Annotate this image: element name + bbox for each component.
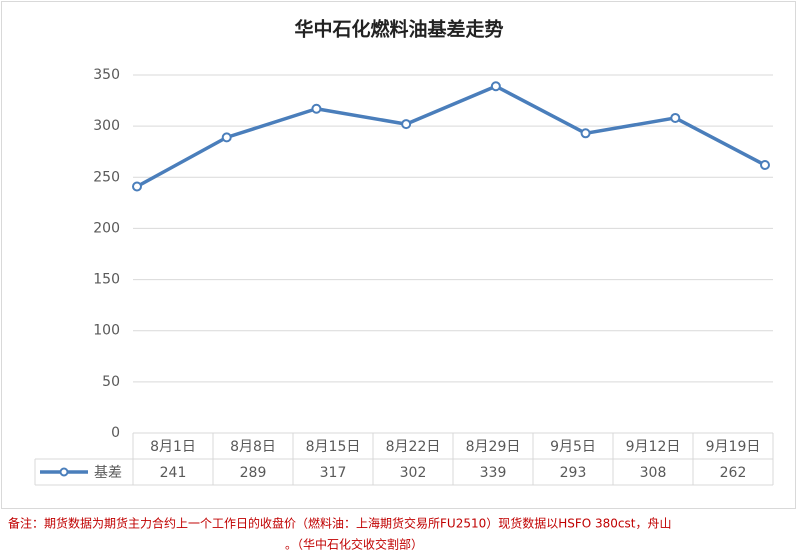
table-value: 241: [160, 465, 187, 481]
x-tick-label: 9月19日: [706, 439, 761, 455]
table-value: 289: [240, 465, 267, 481]
footnote: 备注：期货数据为期货主力合约上一个工作日的收盘价（燃料油：上海期货交易所FU25…: [8, 516, 672, 531]
data-point: [670, 112, 681, 123]
legend-label: 基差: [94, 464, 122, 481]
footnote: 。（华中石化交收交割部）: [285, 537, 423, 552]
data-point: [490, 81, 501, 92]
x-tick-label: 8月29日: [466, 439, 521, 455]
table-value: 262: [720, 465, 747, 481]
chart-border: [1, 1, 796, 509]
x-tick-label: 8月8日: [230, 439, 276, 455]
data-point: [401, 119, 412, 130]
chart-title: 华中石化燃料油基差走势: [294, 18, 503, 41]
data-point: [221, 132, 232, 143]
y-tick-label: 150: [93, 272, 120, 288]
y-tick-label: 300: [93, 118, 120, 134]
table-value: 308: [640, 465, 667, 481]
table-value: 317: [320, 465, 347, 481]
table-value: 339: [480, 465, 507, 481]
table-value: 293: [560, 465, 587, 481]
data-point: [132, 181, 142, 192]
x-tick-label: 8月15日: [306, 439, 361, 455]
y-tick-label: 350: [93, 67, 120, 83]
table-value: 302: [400, 465, 427, 481]
legend-marker: [59, 467, 69, 477]
x-tick-label: 9月5日: [550, 439, 596, 455]
x-tick-label: 9月12日: [626, 439, 681, 455]
x-tick-label: 8月22日: [386, 439, 441, 455]
data-point: [760, 160, 770, 171]
y-tick-label: 100: [93, 323, 120, 339]
y-tick-label: 250: [93, 169, 120, 185]
y-tick-label: 200: [93, 220, 120, 236]
x-tick-label: 8月1日: [150, 439, 196, 455]
data-point: [580, 128, 591, 139]
data-point: [311, 103, 322, 114]
series-line: [136, 84, 766, 189]
y-tick-label: 50: [102, 374, 120, 390]
y-tick-label: 0: [111, 425, 120, 441]
